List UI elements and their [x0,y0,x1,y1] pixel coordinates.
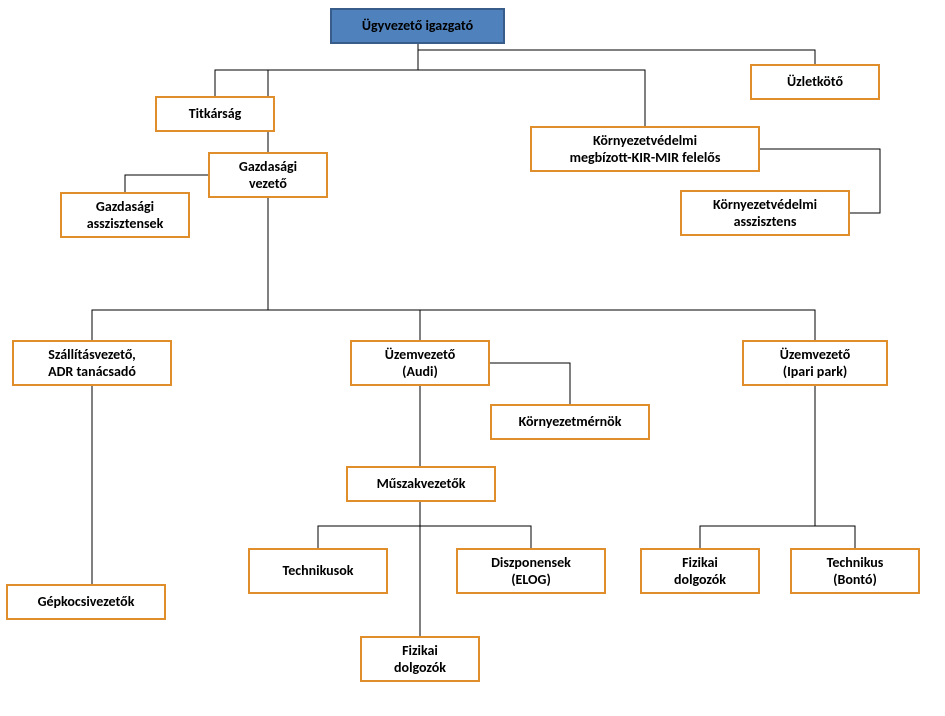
node-label-uzletkoto: Üzletkötő [787,73,843,91]
node-gazdassz: Gazdasági asszisztensek [60,192,190,238]
edge-gazdvez-gazdassz [125,175,208,192]
node-label-szallvez: Szállításvezető, ADR tanácsadó [48,346,136,381]
edge-ceo-uzletkoto [418,44,815,64]
node-label-fizdolg2: Fizikai dolgozók [674,554,726,589]
node-kornymern: Környezetmérnök [490,404,650,440]
node-uvipark: Üzemvezető (Ipari park) [742,340,888,386]
node-label-uvaudi: Üzemvezető (Audi) [385,346,456,381]
edge-uvipark-techbonto [815,386,855,548]
edge-ceo-gazdvez [268,44,418,152]
node-uzletkoto: Üzletkötő [750,64,880,100]
node-kvassz: Környezetvédelmi asszisztens [680,190,850,236]
node-label-uvipark: Üzemvezető (Ipari park) [780,346,851,381]
node-titkarsag: Titkárság [155,96,275,132]
edge-muszakvez-techn [318,502,420,548]
node-gepkocsi: Gépkocsivezetők [6,584,166,620]
node-label-kirmir: Környezetvédelmi megbízott-KIR-MIR felel… [570,132,721,167]
node-kirmir: Környezetvédelmi megbízott-KIR-MIR felel… [530,126,760,172]
edge-ceo-kirmir [418,44,645,126]
edge-uvaudi-kornymern [490,363,570,404]
edge-gazdvez-uvaudi [268,198,420,340]
node-label-techn: Technikusok [283,562,354,580]
node-label-titkarsag: Titkárság [189,105,242,123]
edge-uvipark-fizdolg2 [700,386,815,548]
node-label-gepkocsi: Gépkocsivezetők [38,593,135,611]
node-label-ceo: Ügyvezető igazgató [362,17,473,35]
node-techn: Technikusok [248,548,388,594]
edge-muszakvez-diszp [420,502,531,548]
node-label-kornymern: Környezetmérnök [519,413,622,431]
node-fizdolg1: Fizikai dolgozók [360,636,480,682]
node-gazdvez: Gazdasági vezető [208,152,328,198]
node-ceo: Ügyvezető igazgató [330,8,505,44]
node-label-fizdolg1: Fizikai dolgozók [394,642,446,677]
edge-ceo-titkarsag [215,44,418,96]
node-label-kvassz: Környezetvédelmi asszisztens [713,196,817,231]
node-label-gazdassz: Gazdasági asszisztensek [87,198,164,233]
node-fizdolg2: Fizikai dolgozók [640,548,760,594]
node-label-gazdvez: Gazdasági vezető [239,158,297,193]
node-uvaudi: Üzemvezető (Audi) [350,340,490,386]
node-label-muszakvez: Műszakvezetők [377,475,466,493]
node-techbonto: Technikus (Bontó) [790,548,920,594]
node-diszp: Diszponensek (ELOG) [456,548,606,594]
node-label-techbonto: Technikus (Bontó) [827,554,884,589]
node-label-diszp: Diszponensek (ELOG) [491,554,571,589]
node-muszakvez: Műszakvezetők [346,466,496,502]
node-szallvez: Szállításvezető, ADR tanácsadó [12,340,172,386]
